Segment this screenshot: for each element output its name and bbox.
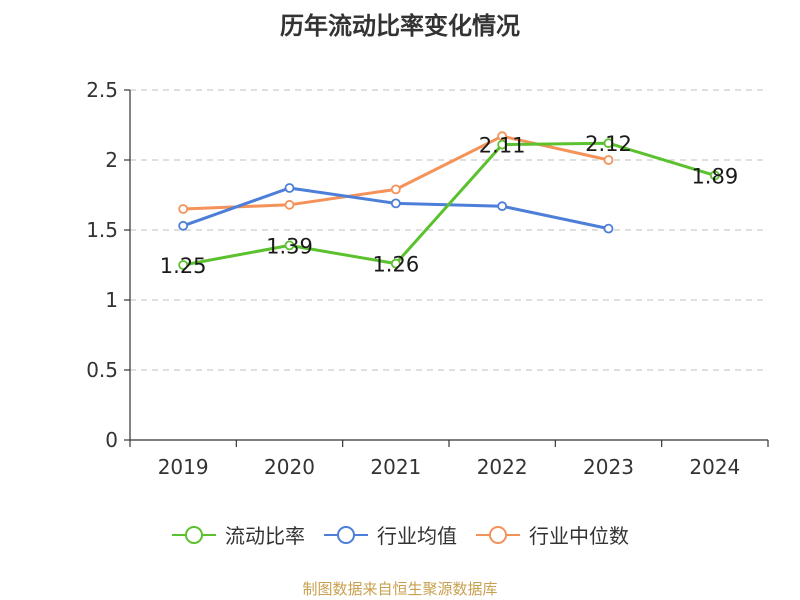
- data-point-0: [178, 260, 189, 270]
- legend-label-industry-mean: 行业均值: [377, 524, 457, 548]
- legend-item-industry-median[interactable]: 行业中位数: [475, 520, 629, 549]
- x-tick-label: 2020: [264, 455, 315, 479]
- y-tick-label: 2.5: [86, 78, 118, 102]
- data-point-2: [603, 155, 614, 165]
- data-label: 1.39: [266, 234, 313, 258]
- legend-label-current-ratio: 流动比率: [225, 524, 305, 548]
- data-label: 1.26: [372, 253, 419, 277]
- data-point-1: [284, 183, 295, 193]
- x-tick-label: 2019: [158, 455, 209, 479]
- data-point-0: [390, 258, 401, 269]
- legend-marker-industry-mean: [324, 525, 368, 544]
- data-point-1: [497, 201, 508, 212]
- data-label: 2.12: [585, 132, 632, 156]
- data-label: 2.11: [479, 134, 526, 158]
- legend-item-industry-mean[interactable]: 行业均值: [323, 520, 457, 549]
- data-point-0: [603, 138, 614, 149]
- chart-title: 历年流动比率变化情况: [280, 12, 520, 40]
- data-point-0: [497, 139, 508, 150]
- data-point-2: [178, 204, 189, 214]
- data-point-2: [284, 199, 295, 210]
- x-tick-label: 2021: [370, 455, 421, 479]
- y-tick-label: 2: [105, 148, 118, 172]
- x-tick-label: 2024: [689, 455, 740, 479]
- legend-marker-industry-median: [476, 525, 520, 544]
- data-point-1: [390, 198, 401, 209]
- data-point-0: [709, 170, 720, 181]
- data-point-1: [178, 220, 189, 231]
- y-tick-label: 1: [105, 288, 118, 312]
- series-line-0: [182, 141, 716, 267]
- data-source-note: 制图数据来自恒生聚源数据库: [302, 580, 498, 598]
- y-tick-label: 0.5: [86, 358, 118, 382]
- data-point-0: [284, 240, 295, 251]
- data-point-2: [390, 184, 401, 195]
- legend-label-industry-median: 行业中位数: [529, 524, 629, 548]
- legend-item-current-ratio[interactable]: 流动比率: [171, 520, 305, 549]
- x-tick-label: 2022: [477, 455, 528, 479]
- legend-marker-current-ratio: [172, 525, 216, 544]
- y-tick-label: 0: [105, 428, 118, 452]
- data-label: 1.25: [160, 254, 207, 278]
- legend: 流动比率 行业均值 行业中位数: [0, 520, 800, 549]
- y-tick-label: 1.5: [86, 218, 118, 242]
- series-line-2: [183, 134, 609, 211]
- data-label: 1.89: [691, 164, 738, 188]
- x-tick-label: 2023: [583, 455, 634, 479]
- data-point-1: [603, 223, 614, 234]
